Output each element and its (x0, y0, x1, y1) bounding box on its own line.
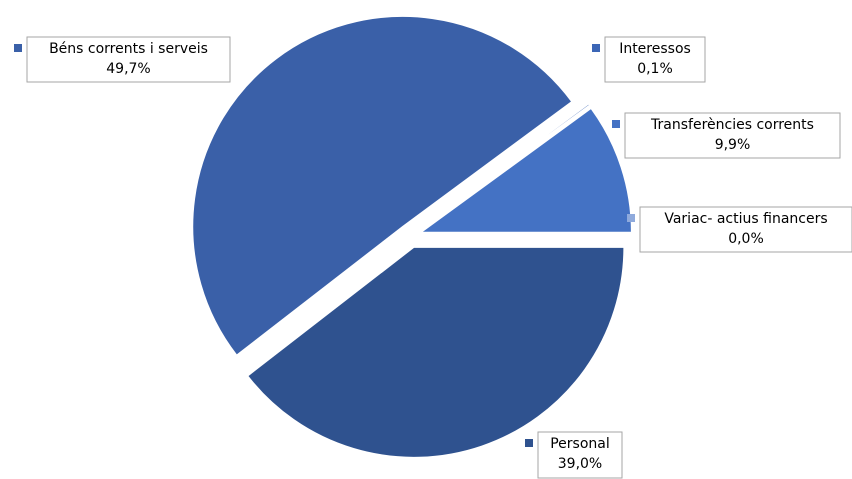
label-box (604, 36, 706, 83)
pie-slice (419, 103, 591, 230)
pie-slice (247, 246, 625, 458)
label-box (624, 112, 841, 159)
slice-label: Béns corrents i serveis (49, 41, 208, 57)
label-box (26, 36, 231, 83)
slice-label: Transferències corrents (650, 117, 814, 133)
slice-value: 9,9% (715, 137, 751, 153)
legend-swatch (627, 214, 635, 222)
legend-swatch (592, 44, 600, 52)
slice-label: Personal (550, 436, 610, 452)
slice-label: Variac- actius financers (664, 211, 827, 227)
pie-slice (192, 16, 573, 356)
legend-swatch (612, 120, 620, 128)
label-box (537, 431, 623, 479)
pie-slice (419, 107, 632, 233)
slice-value: 0,0% (728, 231, 764, 247)
slice-value: 49,7% (106, 61, 150, 77)
legend-swatch (14, 44, 22, 52)
slice-value: 39,0% (558, 456, 602, 472)
legend-swatch (525, 439, 533, 447)
label-box (639, 206, 852, 253)
slice-label: Interessos (619, 41, 691, 57)
slice-value: 0,1% (637, 61, 673, 77)
